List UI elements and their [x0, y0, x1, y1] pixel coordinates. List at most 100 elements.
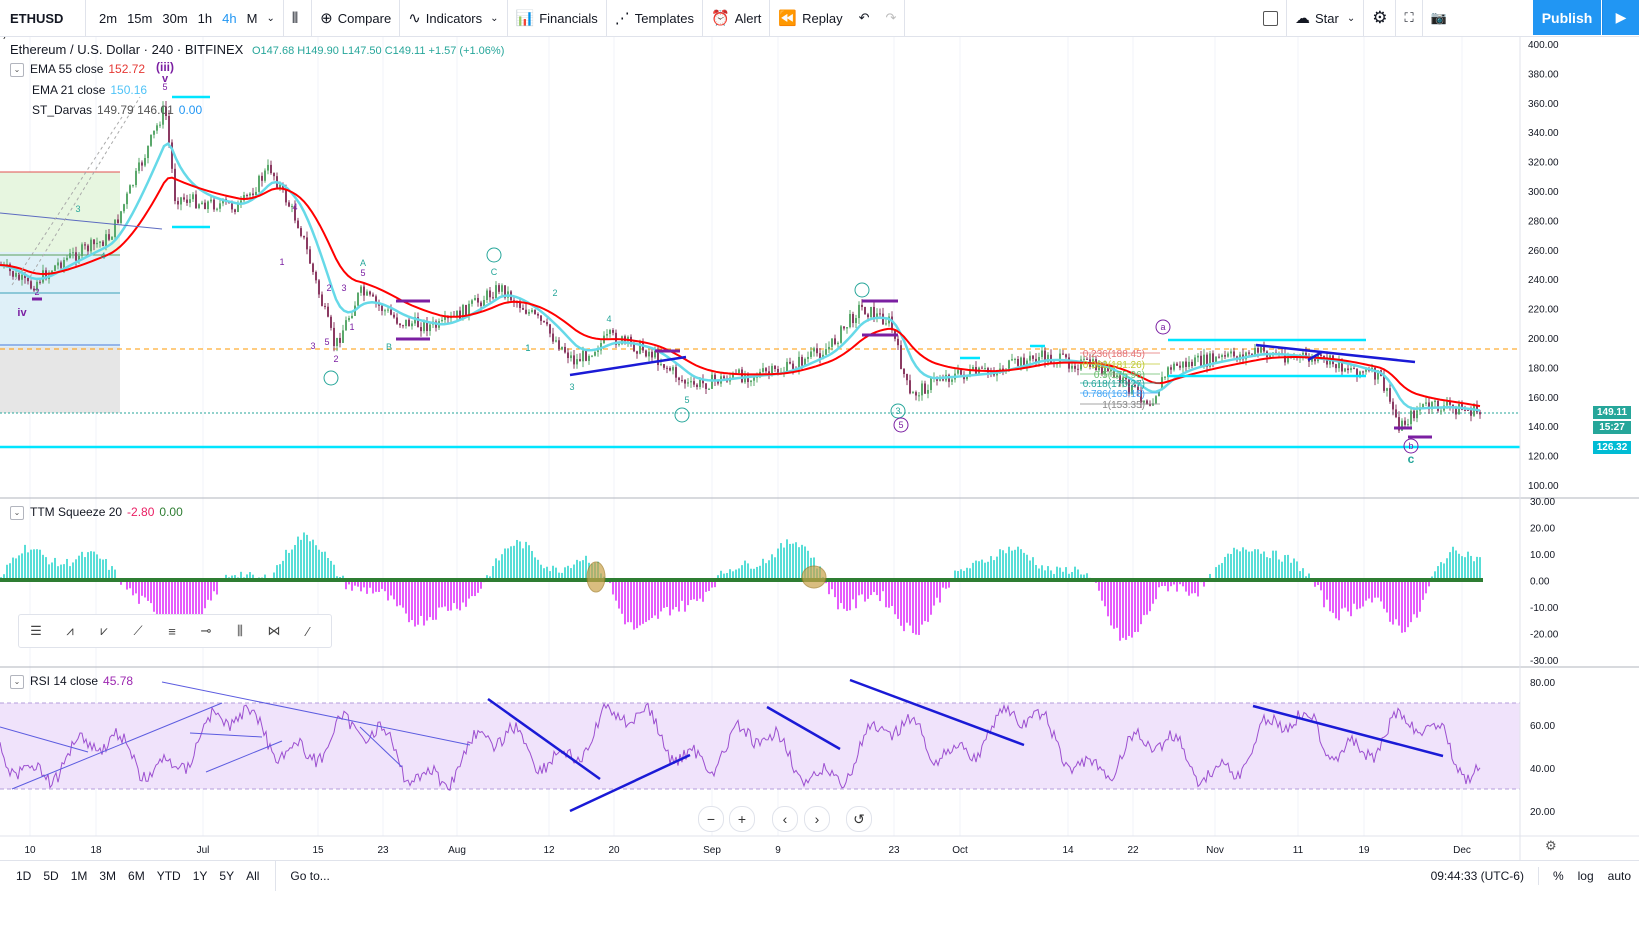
timeframe-30m[interactable]: 30m — [162, 10, 188, 26]
price-axis[interactable]: 400.00 380.00 360.00 340.00 320.00 300.00 280.… — [1528, 40, 1559, 492]
zoom-in-button[interactable]: + — [729, 806, 755, 832]
fullscreen-button[interactable]: ⛶ — [1396, 0, 1423, 36]
auto-toggle[interactable]: auto — [1607, 869, 1631, 883]
goto-button[interactable]: Go to... — [290, 869, 330, 883]
ema55-line — [0, 176, 1481, 408]
darvas-legend[interactable]: ST_Darvas 149.79 146.01 0.00 — [32, 103, 203, 117]
divider — [1537, 867, 1539, 885]
alert-button[interactable]: ⏰ Alert — [703, 0, 771, 36]
line-tool-icon[interactable]: ⁄ — [306, 623, 310, 639]
minus-icon: − — [706, 811, 716, 827]
range-1d[interactable]: 1D — [16, 869, 32, 883]
price-tick: 300.00 — [1528, 187, 1559, 198]
rsi-legend[interactable]: ⌄ RSI 14 close 45.78 — [10, 674, 133, 689]
wave-label: 2 — [326, 283, 331, 293]
indicators-button[interactable]: ∿ Indicators ⌄ — [400, 0, 508, 36]
chart-canvas[interactable]: 400.00380.00360.00340.00320.00300.00280.… — [0, 37, 1639, 860]
play-button[interactable]: ▶ — [1602, 0, 1639, 35]
reset-chart-button[interactable]: ↺ — [846, 806, 872, 832]
timeframe-2m[interactable]: 2m — [99, 10, 118, 26]
time-axis[interactable]: 10 18 Jul 15 23 Aug 12 20 Sep 9 23 Oct 14 22 Nov 11 19 De… — [24, 845, 1470, 856]
redo-button[interactable]: ↷ — [877, 0, 906, 36]
range-5y[interactable]: 5Y — [219, 869, 235, 883]
ttm-tick: 20.00 — [1530, 524, 1555, 535]
ema55-legend[interactable]: ⌄ EMA 55 close 152.72 — [10, 62, 145, 77]
range-5d[interactable]: 5D — [43, 869, 59, 883]
timeframe-1h[interactable]: 1h — [197, 10, 213, 26]
last-price-box: 149.11 — [1593, 406, 1631, 419]
price-tick: 200.00 — [1528, 334, 1559, 345]
log-toggle[interactable]: log — [1577, 869, 1594, 883]
range-ytd[interactable]: YTD — [156, 869, 181, 883]
wave-label: A — [360, 258, 366, 268]
square-icon — [1263, 10, 1278, 26]
replay-button[interactable]: ⏪ Replay — [778, 10, 843, 27]
time-tick: 12 — [543, 845, 555, 856]
wave-label: 5 — [360, 268, 365, 278]
timeframe-M[interactable]: M — [246, 10, 258, 26]
fib-tool-icon[interactable]: ≡ — [168, 623, 176, 639]
darvas-boxes — [172, 95, 1366, 378]
undo-icon: ↶ — [858, 10, 870, 25]
range-1m[interactable]: 1M — [70, 869, 88, 883]
squeeze-marker — [586, 561, 606, 593]
price-tick: 120.00 — [1528, 452, 1559, 463]
timeframe-4h[interactable]: 4h — [222, 10, 237, 26]
price-trendlines — [569, 343, 1416, 377]
wave-label: 4 — [292, 202, 297, 212]
timeframe-15m[interactable]: 15m — [127, 10, 153, 26]
snapshot-button[interactable]: 📷 — [1423, 0, 1455, 36]
ttm-legend[interactable]: ⌄ TTM Squeeze 20 -2.80 0.00 — [10, 505, 183, 520]
fib-level-label: 0.382(181.26) — [1083, 360, 1145, 371]
ttm-tick: -10.00 — [1530, 603, 1559, 614]
price-tick: 260.00 — [1528, 246, 1559, 257]
ttm-axis[interactable]: 30.00 20.00 10.00 0.00 -10.00 -20.00 -30.00 — [1530, 497, 1559, 667]
elliott-impulse-icon[interactable]: ⩘ — [66, 623, 74, 638]
elliott-correction-icon[interactable]: ⩗ — [100, 623, 108, 638]
collapse-icon[interactable]: ⌄ — [10, 505, 24, 520]
financials-button[interactable]: 📊 Financials — [508, 0, 607, 36]
layout-button[interactable] — [1255, 0, 1287, 36]
wave-label: 3 — [569, 382, 574, 392]
publish-button[interactable]: Publish — [1533, 0, 1601, 35]
collapse-icon[interactable]: ⌄ — [10, 674, 24, 689]
scroll-left-button[interactable]: ‹ — [772, 806, 798, 832]
symbol-search[interactable]: ETHUSD — [0, 0, 86, 36]
percent-toggle[interactable]: % — [1552, 869, 1564, 883]
indicators-icon: ∿ — [408, 10, 421, 27]
ttm-tick: 30.00 — [1530, 497, 1555, 508]
bar-chart-icon: 📊 — [515, 10, 535, 27]
range-3m[interactable]: 3M — [99, 869, 117, 883]
horizontal-ray-icon[interactable]: ⊸ — [200, 623, 212, 638]
range-1y[interactable]: 1Y — [192, 869, 208, 883]
chevron-down-icon[interactable]: ⌄ — [266, 12, 275, 24]
bottom-right-controls: 09:44:33 (UTC-6) % log auto — [1431, 861, 1631, 891]
settings-gear-icon[interactable]: ⚙ — [1545, 838, 1557, 853]
camera-icon: 📷 — [1430, 10, 1447, 25]
zoom-out-button[interactable]: − — [698, 806, 724, 832]
ema21-legend[interactable]: EMA 21 close 150.16 — [32, 83, 148, 97]
chart-type-button[interactable]: ⫴ — [284, 0, 313, 36]
scroll-right-button[interactable]: › — [804, 806, 830, 832]
templates-button[interactable]: ⋰ Templates — [607, 0, 703, 36]
range-all[interactable]: All — [246, 869, 260, 883]
fan-line — [29, 96, 141, 278]
clock[interactable]: 09:44:33 (UTC-6) — [1430, 869, 1524, 883]
star-button[interactable]: ☁ Star ⌄ — [1287, 0, 1365, 36]
undo-button[interactable]: ↶ — [851, 0, 878, 36]
range-6m[interactable]: 6M — [128, 869, 145, 883]
compare-button[interactable]: ⊕ Compare — [312, 0, 401, 36]
settings-button[interactable]: ⚙ — [1364, 0, 1397, 36]
ttm-squeeze-histogram — [0, 532, 1481, 641]
wave-label: b — [1408, 441, 1413, 451]
rsi-axis[interactable]: 80.00 60.00 40.00 20.00 — [1530, 678, 1555, 818]
drag-handle-icon[interactable]: ☰ — [30, 623, 42, 638]
time-tick: Dec — [1453, 845, 1471, 856]
trend-line-tool-icon[interactable]: ⟋ — [133, 623, 143, 638]
timeframe-group: 2m 15m 30m 1h 4h M ⌄ — [86, 0, 284, 36]
pattern-tool-icon[interactable]: ⋈ — [267, 623, 281, 638]
collapse-icon[interactable]: ⌄ — [10, 62, 24, 77]
gann-fan-icon[interactable]: ⫼ — [237, 623, 243, 638]
fib-retracement: 0.236(188.45)0.382(181.26)0.5(175.96)0.6… — [1080, 349, 1160, 411]
plus-icon: + — [737, 811, 747, 827]
